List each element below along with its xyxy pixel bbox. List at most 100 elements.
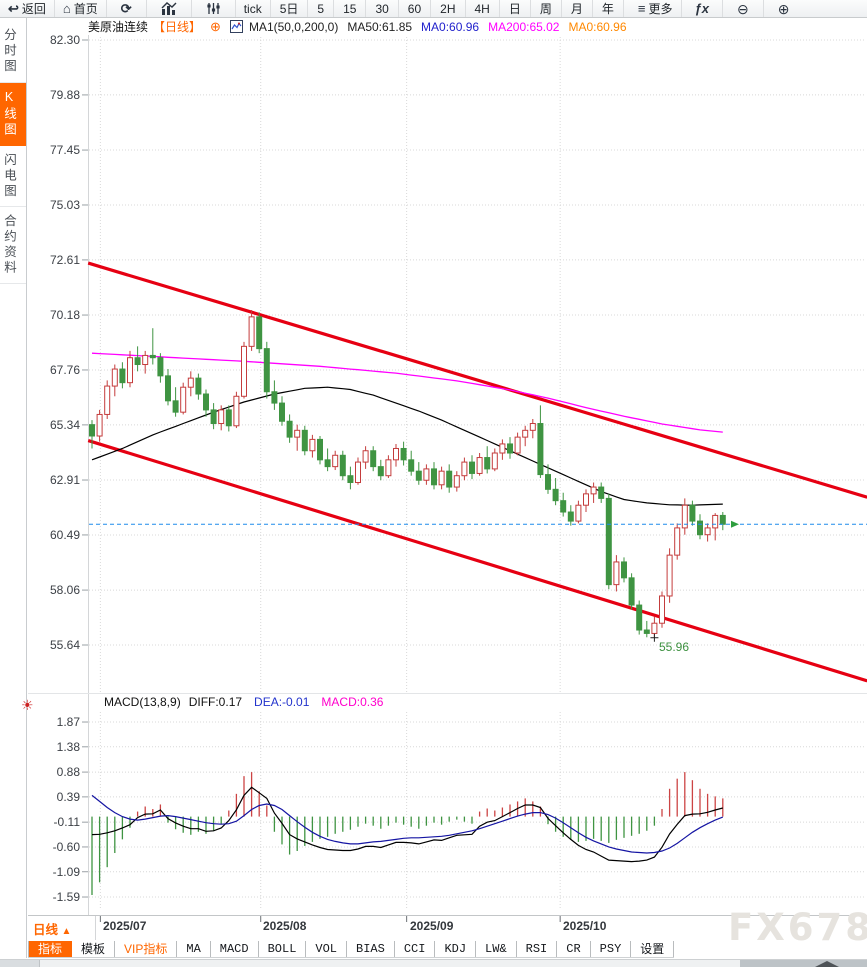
collapse-panel-arrow[interactable] [815,961,839,967]
price-axis-label: 55.64 [49,638,80,652]
zoom-out-button[interactable]: ⊖ [723,0,764,17]
tab-lwr[interactable]: LW& [476,941,517,957]
period-button-5[interactable]: 5 [308,0,335,17]
sliders-icon [207,3,220,14]
macd-axis-label: -1.59 [52,890,80,904]
back-button[interactable]: ↩ 返回 [0,0,55,17]
ma50-value: MA50:61.85 [347,19,413,34]
main-chart-plot[interactable] [88,30,867,692]
macd-axis-label: -0.60 [52,840,80,854]
top-toolbar: ↩ 返回 ⌂ 首页 ⟳ [0,0,867,18]
tab-macd[interactable]: MACD [211,941,259,957]
tab-vol[interactable]: VOL [306,941,348,957]
price-axis-label: 65.34 [49,418,80,432]
period-button-30[interactable]: 30 [366,0,399,17]
symbol-name: 美原油连续 [88,20,149,34]
sidebar-item-lightning-chart[interactable]: 闪电图 [0,146,26,207]
tab-psy[interactable]: PSY [591,941,632,957]
formula-button[interactable]: ƒx [682,0,723,17]
chart-title-bar: 美原油连续 【日线】 ⊕ MA1(50,0,200,0) MA50:61.85 … [28,18,867,35]
more-button[interactable]: ≡ 更多 [630,0,682,17]
tab-cci[interactable]: CCI [395,941,436,957]
home-button[interactable]: ⌂ 首页 [55,0,107,17]
sidebar-item-kline-chart[interactable]: K线图 [0,82,26,146]
tab-kdj[interactable]: KDJ [435,941,477,957]
macd-diff-value: DIFF:0.17 [188,695,243,709]
menu-icon: ≡ [637,1,646,16]
home-icon: ⌂ [62,1,71,16]
tab-cr[interactable]: CR [557,941,591,957]
macd-axis-label: 1.38 [56,740,80,754]
fx-icon: ƒx [694,1,709,16]
tab-vip-indicators[interactable]: VIP指标 [115,941,178,957]
ma0-orange-value: MA0:60.96 [568,19,627,34]
indicator-tab-bar: 指标 模板 VIP指标 MA MACD BOLL VOL BIAS CCI KD… [28,941,675,958]
period-button-5d[interactable]: 5日 [271,0,309,17]
price-axis-label: 70.18 [49,308,80,322]
tab-settings[interactable]: 设置 [631,941,675,957]
indicator-sliders-button[interactable] [192,0,236,17]
chart-type-sidebar: 分时图 K线图 闪电图 合约资料 [0,18,27,958]
tab-indicators[interactable]: 指标 [28,941,73,957]
period-tag: 【日线】 [153,20,202,34]
home-label: 首页 [73,2,98,16]
macd-axis-label: -0.11 [53,815,80,829]
divider [95,916,96,940]
macd-axis-label: 0.88 [56,765,80,779]
tab-ma[interactable]: MA [177,941,211,957]
macd-dea-value: DEA:-0.01 [254,695,310,709]
period-button-week[interactable]: 周 [531,0,562,17]
zoom-in-icon: ⊕ [777,0,790,17]
tick-button[interactable]: tick [236,0,271,17]
scrollbar-handle[interactable] [740,960,867,967]
period-button-day[interactable]: 日 [500,0,531,17]
tab-bias[interactable]: BIAS [347,941,395,957]
macd-axis-label: 0.39 [56,790,80,804]
bar-chart-icon [161,2,177,15]
period-button-month[interactable]: 月 [562,0,593,17]
period-button-60[interactable]: 60 [399,0,432,17]
price-axis-label: 82.30 [49,33,80,47]
sidebar-item-contract-info[interactable]: 合约资料 [0,207,26,284]
macd-header: MACD(13,8,9) DIFF:0.17 DEA:-0.01 MACD:0.… [104,695,383,709]
x-axis-label: 2025/08 [263,919,307,933]
price-axis-label: 72.61 [49,253,80,267]
price-axis-label: 67.76 [49,363,80,377]
mini-chart-icon[interactable] [229,20,243,33]
bottom-scrollbar [0,959,867,967]
price-axis-label: 62.91 [49,473,80,487]
sidebar-item-time-chart[interactable]: 分时图 [0,21,26,83]
refresh-button[interactable]: ⟳ [107,0,147,17]
low-price-label: 55.96 [659,640,690,654]
tab-rsi[interactable]: RSI [517,941,558,957]
macd-plot[interactable] [88,712,867,912]
price-axis-label: 75.03 [49,198,80,212]
period-button-2h[interactable]: 2H [431,0,466,17]
x-axis-label: 2025/09 [410,919,454,933]
tab-templates[interactable]: 模板 [72,941,116,957]
tab-boll[interactable]: BOLL [259,941,307,957]
x-axis-label: 2025/10 [563,919,607,933]
zoom-in-button[interactable]: ⊕ [764,0,804,17]
up-arrow-icon: ▲ [61,926,72,937]
macd-axis-label: -1.09 [52,865,80,879]
period-button-15[interactable]: 15 [334,0,367,17]
macd-axis-label: 1.87 [56,715,80,729]
scrollbar-left-gutter [0,960,40,967]
price-axis-label: 79.88 [49,88,80,102]
macd-value: MACD:0.36 [321,695,384,709]
tick-label: tick [243,1,262,16]
add-favorite-icon[interactable]: ⊕ [210,19,221,34]
indicator-settings-icon[interactable]: ☀ [21,697,34,713]
macd-formula: MACD(13,8,9) [104,695,181,709]
chart-type-button[interactable] [147,0,192,17]
period-button-4h[interactable]: 4H [466,0,500,17]
timeframe-button[interactable]: 日线 ▲ [33,923,72,937]
fx678-watermark: FX678 [728,906,867,949]
ma0-blue-value: MA0:60.96 [421,19,480,34]
period-button-year[interactable]: 年 [593,0,624,17]
ma200-value: MA200:65.02 [488,19,560,34]
back-icon: ↩ [8,1,19,16]
